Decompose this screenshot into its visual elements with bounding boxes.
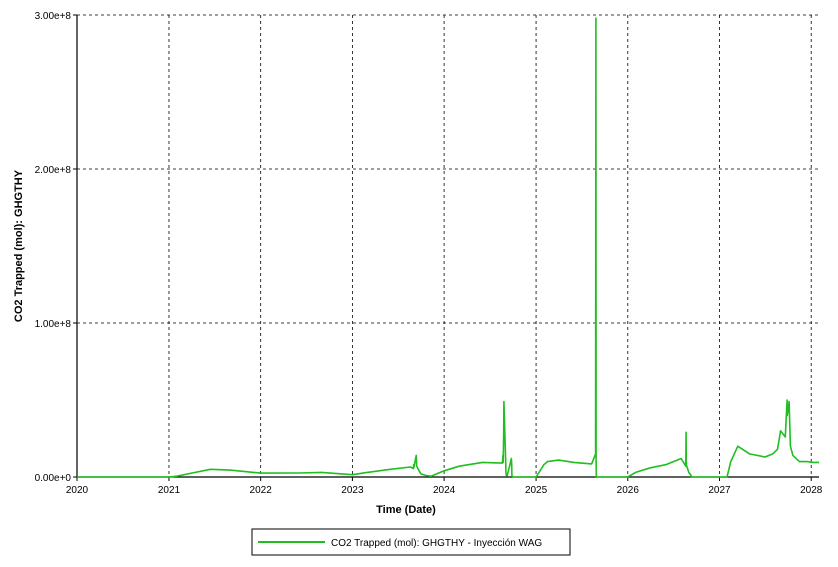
y-ticks: 0.00e+0 1.00e+8 2.00e+8 3.00e+8 <box>35 11 77 484</box>
x-tick-label: 2028 <box>800 485 823 496</box>
legend-label: CO2 Trapped (mol): GHGTHY - Inyección WA… <box>331 538 542 549</box>
series-layer <box>77 17 819 478</box>
x-tick-label: 2026 <box>617 485 640 496</box>
x-tick-label: 2024 <box>433 485 456 496</box>
x-tick-label: 2022 <box>250 485 273 496</box>
series-line <box>77 17 819 478</box>
x-tick-label: 2020 <box>66 485 89 496</box>
y-axis-title: CO2 Trapped (mol): GHGTHY <box>13 169 25 322</box>
plot-area <box>77 15 819 477</box>
x-axis-title: Time (Date) <box>376 504 436 516</box>
x-tick-label: 2025 <box>525 485 548 496</box>
y-tick-label: 0.00e+0 <box>35 473 72 484</box>
x-tick-label: 2021 <box>158 485 181 496</box>
gridlines <box>77 14 819 477</box>
legend: CO2 Trapped (mol): GHGTHY - Inyección WA… <box>251 528 571 556</box>
x-tick-label: 2023 <box>341 485 364 496</box>
y-tick-label: 3.00e+8 <box>35 11 72 22</box>
y-tick-label: 1.00e+8 <box>35 319 72 330</box>
x-ticks: 2020 2021 2022 2023 2024 2025 2026 2027 2028 <box>66 477 823 496</box>
y-tick-label: 2.00e+8 <box>35 165 72 176</box>
x-tick-label: 2027 <box>708 485 731 496</box>
